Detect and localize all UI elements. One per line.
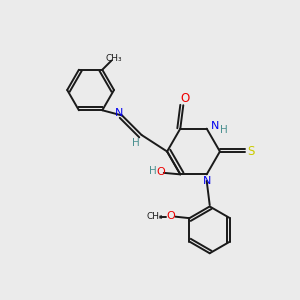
Text: H: H	[220, 125, 228, 135]
Text: N: N	[211, 121, 219, 131]
Text: CH₃: CH₃	[146, 212, 163, 220]
Text: O: O	[156, 167, 165, 177]
Text: H: H	[132, 137, 140, 148]
Text: N: N	[115, 107, 123, 118]
Text: S: S	[247, 145, 254, 158]
Text: O: O	[167, 211, 175, 221]
Text: CH₃: CH₃	[106, 54, 123, 63]
Text: O: O	[180, 92, 189, 105]
Text: H: H	[149, 167, 157, 176]
Text: N: N	[203, 176, 212, 186]
